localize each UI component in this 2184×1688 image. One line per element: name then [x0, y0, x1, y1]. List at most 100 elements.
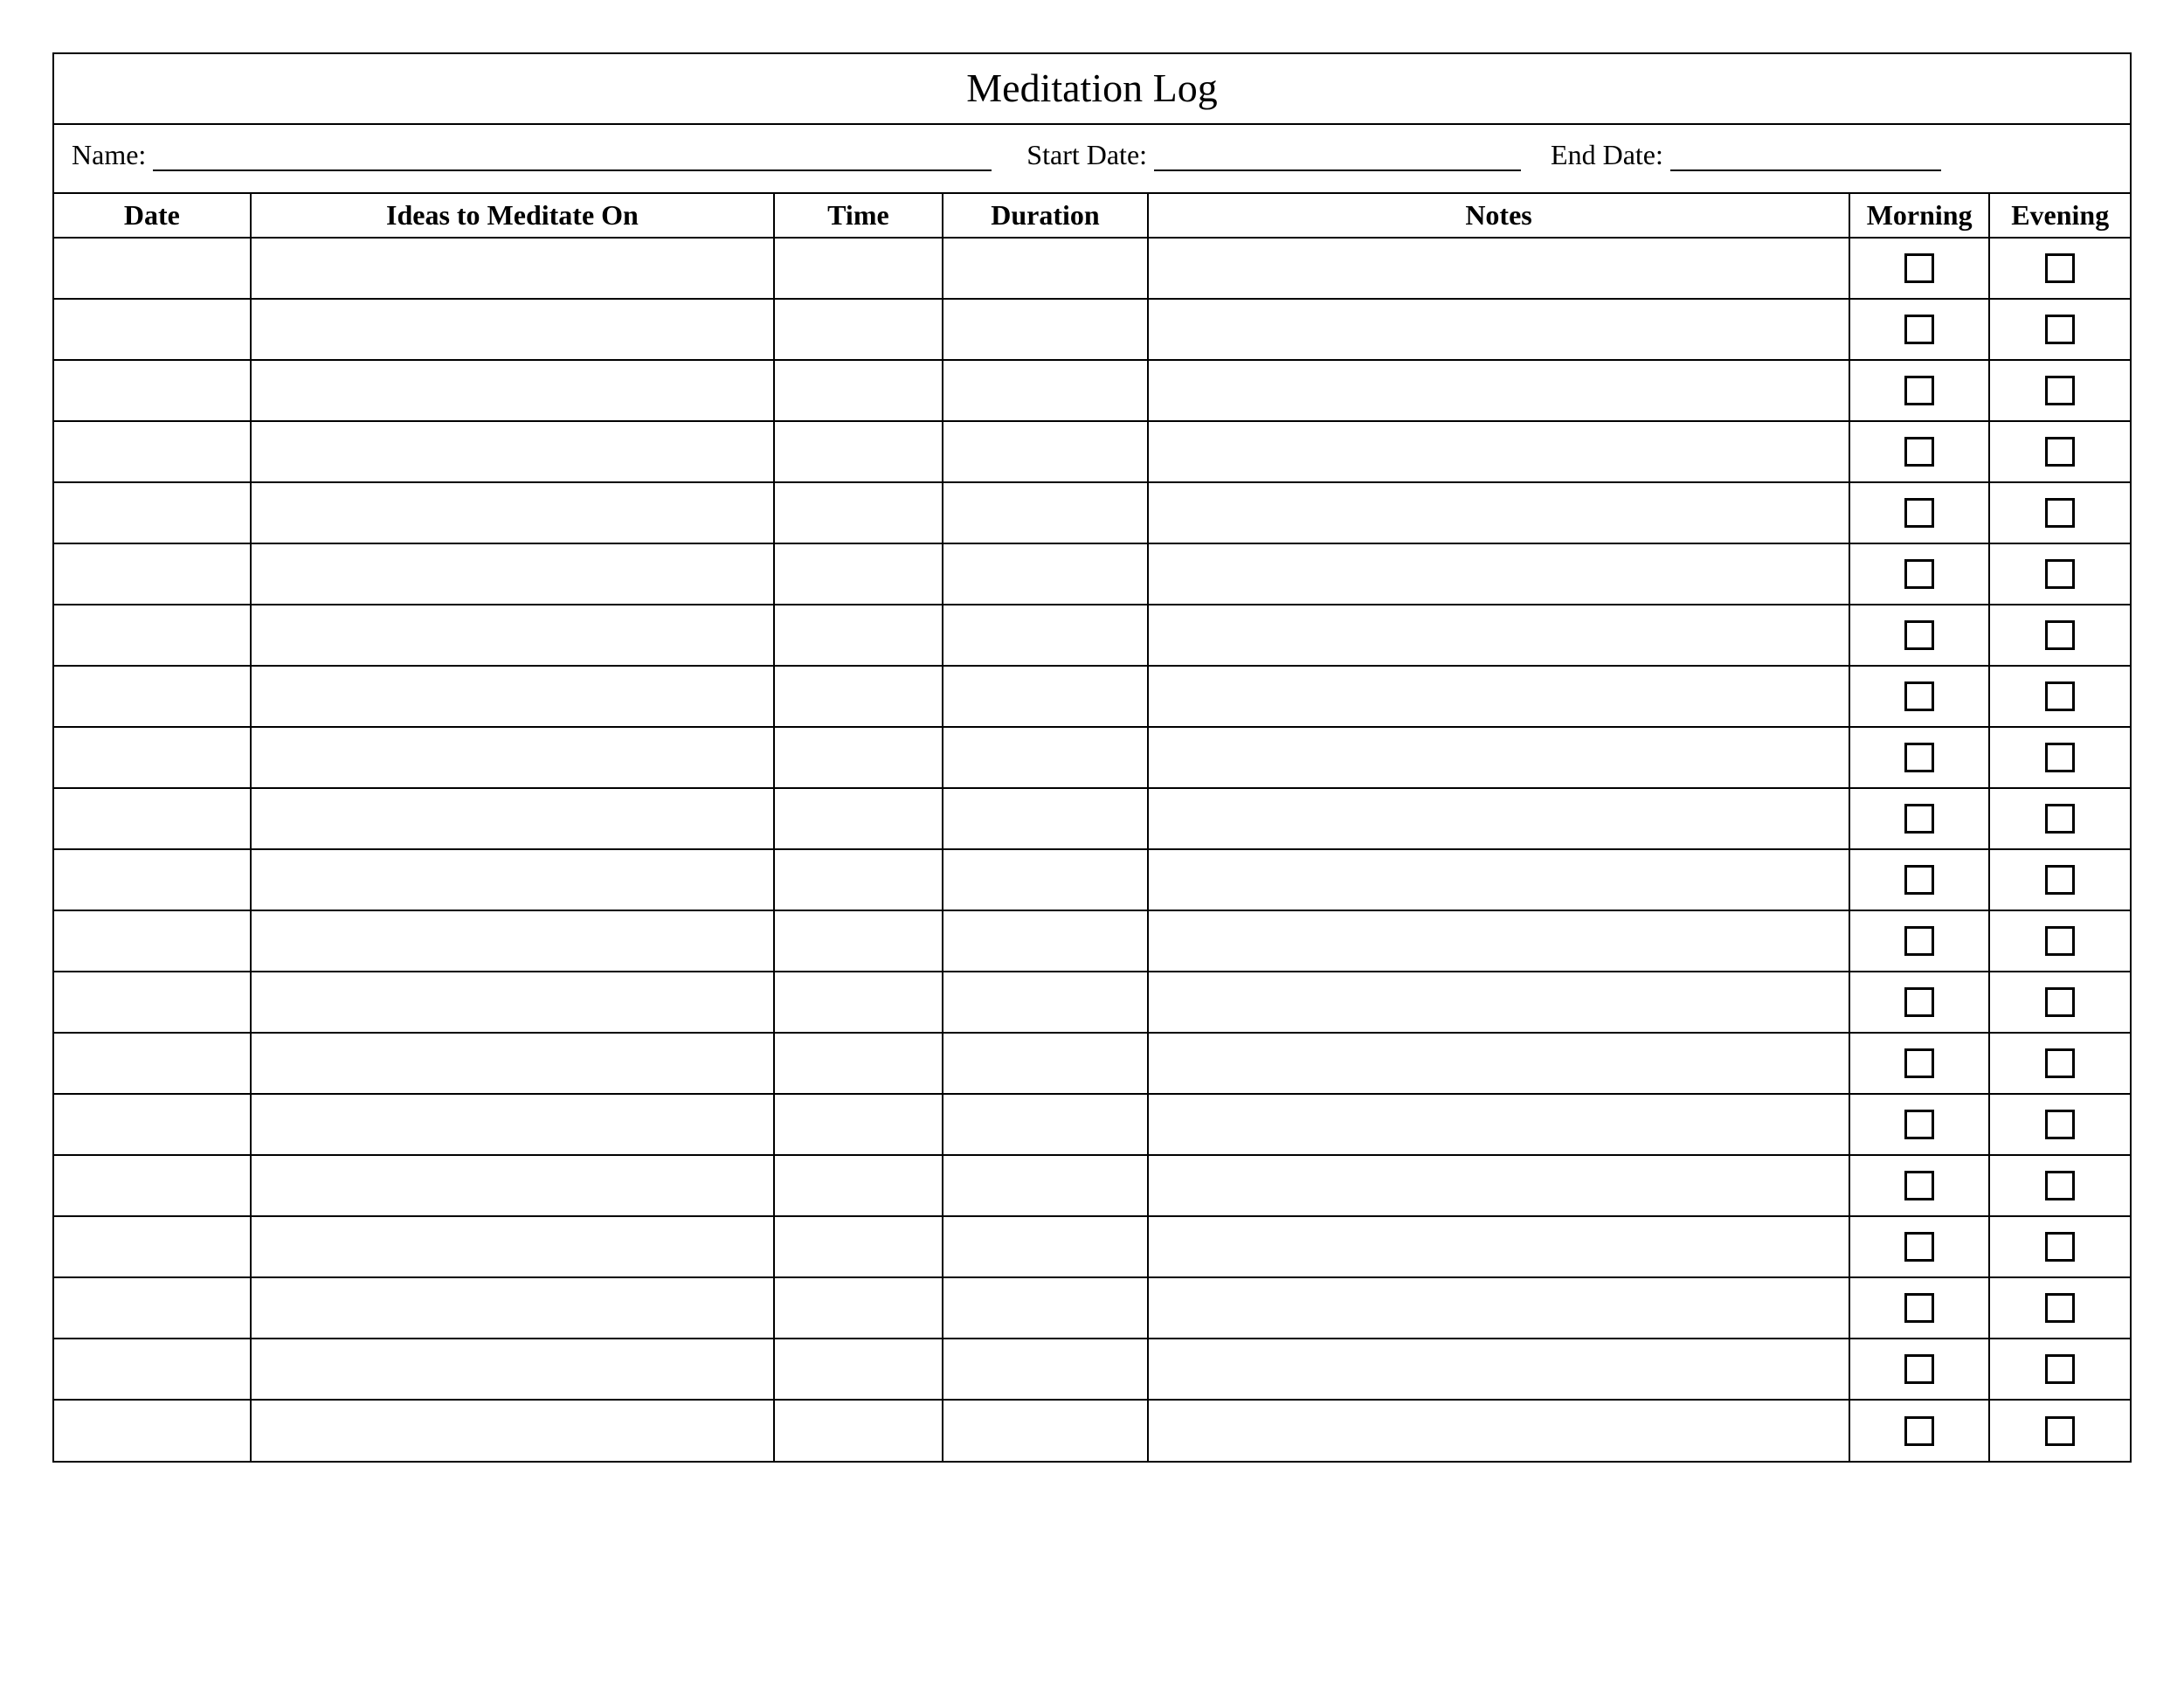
cell-time[interactable] — [774, 1277, 943, 1339]
cell-ideas[interactable] — [251, 299, 774, 360]
cell-time[interactable] — [774, 666, 943, 727]
evening-checkbox[interactable] — [2045, 865, 2075, 895]
cell-duration[interactable] — [943, 788, 1148, 849]
cell-duration[interactable] — [943, 1216, 1148, 1277]
evening-checkbox[interactable] — [2045, 498, 2075, 528]
end-date-input-line[interactable] — [1670, 143, 1941, 171]
cell-date[interactable] — [54, 910, 251, 972]
evening-checkbox[interactable] — [2045, 1171, 2075, 1200]
cell-time[interactable] — [774, 1216, 943, 1277]
morning-checkbox[interactable] — [1904, 987, 1934, 1017]
cell-duration[interactable] — [943, 299, 1148, 360]
cell-duration[interactable] — [943, 1277, 1148, 1339]
cell-time[interactable] — [774, 727, 943, 788]
morning-checkbox[interactable] — [1904, 865, 1934, 895]
cell-ideas[interactable] — [251, 543, 774, 605]
morning-checkbox[interactable] — [1904, 743, 1934, 772]
cell-duration[interactable] — [943, 1155, 1148, 1216]
cell-notes[interactable] — [1148, 788, 1849, 849]
cell-date[interactable] — [54, 360, 251, 421]
evening-checkbox[interactable] — [2045, 987, 2075, 1017]
cell-notes[interactable] — [1148, 1400, 1849, 1461]
evening-checkbox[interactable] — [2045, 1048, 2075, 1078]
evening-checkbox[interactable] — [2045, 743, 2075, 772]
cell-notes[interactable] — [1148, 972, 1849, 1033]
evening-checkbox[interactable] — [2045, 926, 2075, 956]
morning-checkbox[interactable] — [1904, 1171, 1934, 1200]
cell-duration[interactable] — [943, 849, 1148, 910]
cell-time[interactable] — [774, 482, 943, 543]
cell-notes[interactable] — [1148, 605, 1849, 666]
cell-notes[interactable] — [1148, 421, 1849, 482]
cell-notes[interactable] — [1148, 543, 1849, 605]
cell-notes[interactable] — [1148, 849, 1849, 910]
morning-checkbox[interactable] — [1904, 681, 1934, 711]
cell-ideas[interactable] — [251, 727, 774, 788]
cell-date[interactable] — [54, 299, 251, 360]
cell-time[interactable] — [774, 543, 943, 605]
morning-checkbox[interactable] — [1904, 1293, 1934, 1323]
evening-checkbox[interactable] — [2045, 1293, 2075, 1323]
morning-checkbox[interactable] — [1904, 620, 1934, 650]
morning-checkbox[interactable] — [1904, 1110, 1934, 1139]
cell-notes[interactable] — [1148, 1094, 1849, 1155]
cell-date[interactable] — [54, 543, 251, 605]
cell-date[interactable] — [54, 788, 251, 849]
cell-notes[interactable] — [1148, 1339, 1849, 1400]
evening-checkbox[interactable] — [2045, 1110, 2075, 1139]
cell-time[interactable] — [774, 788, 943, 849]
cell-time[interactable] — [774, 1033, 943, 1094]
morning-checkbox[interactable] — [1904, 559, 1934, 589]
cell-time[interactable] — [774, 972, 943, 1033]
cell-duration[interactable] — [943, 482, 1148, 543]
cell-notes[interactable] — [1148, 1277, 1849, 1339]
evening-checkbox[interactable] — [2045, 1354, 2075, 1384]
cell-time[interactable] — [774, 299, 943, 360]
cell-date[interactable] — [54, 238, 251, 299]
cell-duration[interactable] — [943, 1339, 1148, 1400]
evening-checkbox[interactable] — [2045, 620, 2075, 650]
morning-checkbox[interactable] — [1904, 498, 1934, 528]
morning-checkbox[interactable] — [1904, 376, 1934, 405]
cell-notes[interactable] — [1148, 482, 1849, 543]
cell-date[interactable] — [54, 1216, 251, 1277]
cell-duration[interactable] — [943, 238, 1148, 299]
evening-checkbox[interactable] — [2045, 1232, 2075, 1262]
evening-checkbox[interactable] — [2045, 559, 2075, 589]
cell-notes[interactable] — [1148, 910, 1849, 972]
cell-date[interactable] — [54, 605, 251, 666]
cell-date[interactable] — [54, 482, 251, 543]
cell-date[interactable] — [54, 1339, 251, 1400]
cell-notes[interactable] — [1148, 360, 1849, 421]
morning-checkbox[interactable] — [1904, 315, 1934, 344]
morning-checkbox[interactable] — [1904, 253, 1934, 283]
cell-ideas[interactable] — [251, 849, 774, 910]
start-date-input-line[interactable] — [1154, 143, 1521, 171]
cell-date[interactable] — [54, 1400, 251, 1461]
evening-checkbox[interactable] — [2045, 315, 2075, 344]
morning-checkbox[interactable] — [1904, 1416, 1934, 1446]
cell-ideas[interactable] — [251, 421, 774, 482]
cell-date[interactable] — [54, 972, 251, 1033]
cell-date[interactable] — [54, 1033, 251, 1094]
cell-ideas[interactable] — [251, 1277, 774, 1339]
cell-ideas[interactable] — [251, 360, 774, 421]
evening-checkbox[interactable] — [2045, 1416, 2075, 1446]
cell-date[interactable] — [54, 1094, 251, 1155]
cell-date[interactable] — [54, 849, 251, 910]
cell-ideas[interactable] — [251, 1033, 774, 1094]
cell-date[interactable] — [54, 1277, 251, 1339]
cell-time[interactable] — [774, 910, 943, 972]
evening-checkbox[interactable] — [2045, 681, 2075, 711]
morning-checkbox[interactable] — [1904, 1354, 1934, 1384]
cell-time[interactable] — [774, 360, 943, 421]
evening-checkbox[interactable] — [2045, 253, 2075, 283]
morning-checkbox[interactable] — [1904, 437, 1934, 467]
cell-notes[interactable] — [1148, 1033, 1849, 1094]
name-input-line[interactable] — [153, 143, 992, 171]
cell-ideas[interactable] — [251, 1094, 774, 1155]
evening-checkbox[interactable] — [2045, 376, 2075, 405]
cell-duration[interactable] — [943, 666, 1148, 727]
morning-checkbox[interactable] — [1904, 926, 1934, 956]
cell-notes[interactable] — [1148, 727, 1849, 788]
